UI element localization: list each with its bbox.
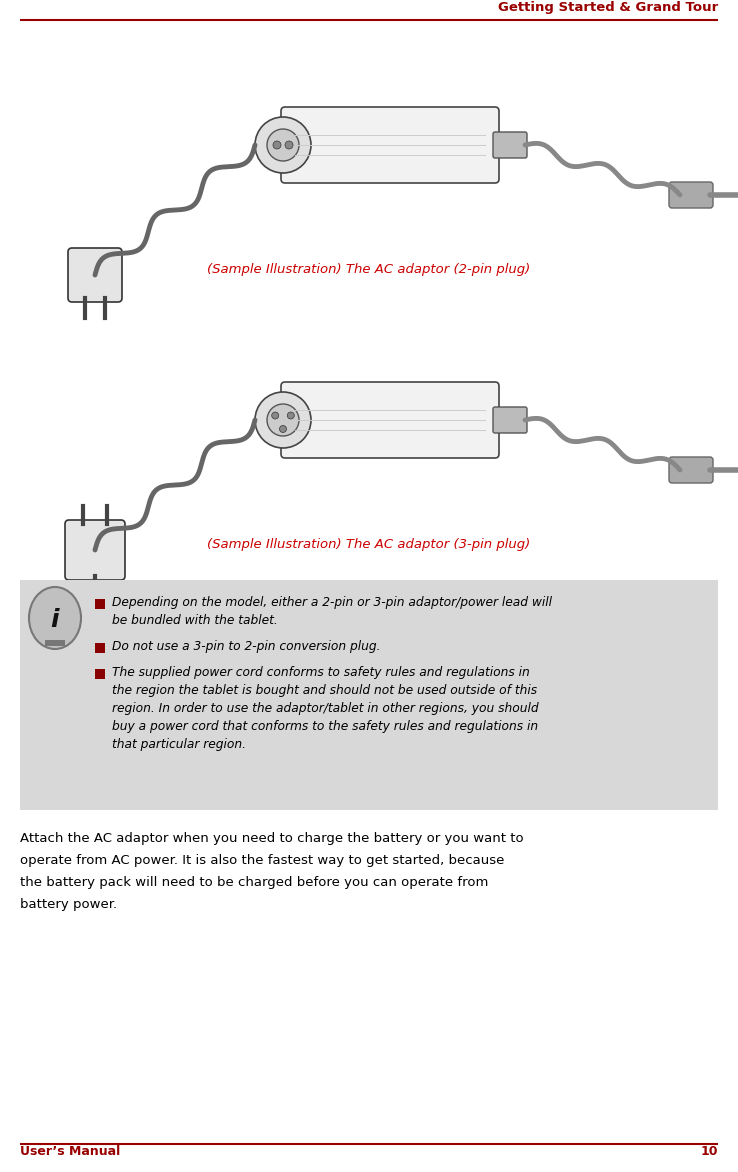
Circle shape — [280, 425, 286, 432]
FancyBboxPatch shape — [281, 107, 499, 183]
Text: 10: 10 — [700, 1145, 718, 1158]
Text: buy a power cord that conforms to the safety rules and regulations in: buy a power cord that conforms to the sa… — [112, 720, 538, 732]
Text: that particular region.: that particular region. — [112, 738, 246, 751]
Circle shape — [255, 391, 311, 448]
Circle shape — [273, 141, 281, 149]
FancyBboxPatch shape — [669, 457, 713, 483]
Circle shape — [287, 413, 294, 420]
Text: Getting Started & Grand Tour: Getting Started & Grand Tour — [497, 1, 718, 14]
Bar — [95, 599, 105, 609]
FancyBboxPatch shape — [68, 248, 122, 302]
Text: battery power.: battery power. — [20, 898, 117, 911]
FancyBboxPatch shape — [281, 382, 499, 458]
FancyBboxPatch shape — [493, 132, 527, 158]
Text: The supplied power cord conforms to safety rules and regulations in: The supplied power cord conforms to safe… — [112, 666, 530, 679]
Circle shape — [285, 141, 293, 149]
Bar — [20, 580, 718, 810]
Text: (Sample Illustration) The AC adaptor (2-pin plug): (Sample Illustration) The AC adaptor (2-… — [207, 263, 531, 275]
Text: be bundled with the tablet.: be bundled with the tablet. — [112, 614, 277, 627]
Circle shape — [267, 129, 299, 161]
Bar — [95, 669, 105, 679]
Text: i: i — [51, 608, 59, 632]
FancyBboxPatch shape — [65, 520, 125, 580]
Text: Depending on the model, either a 2-pin or 3-pin adaptor/power lead will: Depending on the model, either a 2-pin o… — [112, 597, 552, 609]
Circle shape — [267, 404, 299, 436]
Text: the battery pack will need to be charged before you can operate from: the battery pack will need to be charged… — [20, 875, 489, 890]
Text: User’s Manual: User’s Manual — [20, 1145, 120, 1158]
Text: Attach the AC adaptor when you need to charge the battery or you want to: Attach the AC adaptor when you need to c… — [20, 832, 524, 845]
Text: operate from AC power. It is also the fastest way to get started, because: operate from AC power. It is also the fa… — [20, 854, 504, 867]
FancyBboxPatch shape — [493, 407, 527, 432]
Ellipse shape — [29, 587, 81, 649]
Bar — [95, 643, 105, 653]
Text: Do not use a 3-pin to 2-pin conversion plug.: Do not use a 3-pin to 2-pin conversion p… — [112, 640, 381, 653]
FancyBboxPatch shape — [669, 182, 713, 207]
Text: region. In order to use the adaptor/tablet in other regions, you should: region. In order to use the adaptor/tabl… — [112, 702, 539, 715]
Text: (Sample Illustration) The AC adaptor (3-pin plug): (Sample Illustration) The AC adaptor (3-… — [207, 538, 531, 551]
Text: the region the tablet is bought and should not be used outside of this: the region the tablet is bought and shou… — [112, 684, 537, 697]
Circle shape — [272, 413, 279, 420]
Circle shape — [255, 117, 311, 173]
Bar — [45, 640, 65, 646]
